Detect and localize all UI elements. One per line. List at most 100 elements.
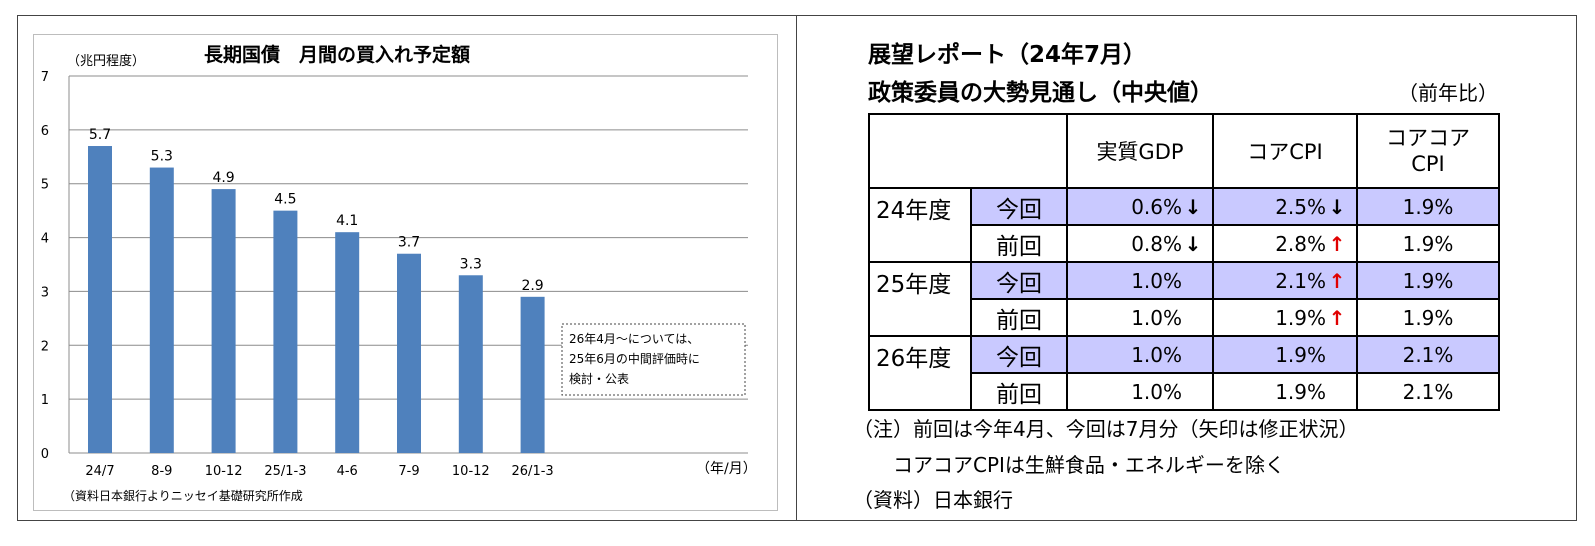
value-text: 1.0% <box>1131 342 1182 367</box>
y-tick-0: 0 <box>41 447 49 462</box>
header-gdp: 実質GDP <box>1066 113 1214 189</box>
data-label-10-12: 4.9 <box>212 170 234 186</box>
annotation-line-2: 25年6月の中間評価時に <box>569 351 700 366</box>
x-tick-4-6: 4-6 <box>337 464 358 479</box>
data-label-25/1-3: 4.5 <box>274 192 296 208</box>
value-text: 2.8% <box>1275 231 1326 256</box>
unit-label: （前年比） <box>1398 81 1498 105</box>
data-label-8-9: 5.3 <box>151 149 173 165</box>
core-cpi-cell: 2.5% ↓ <box>1212 187 1358 226</box>
arrow-up-icon: ↑ <box>1328 231 1346 256</box>
arrow-down-icon: ↓ <box>1184 194 1202 219</box>
core-cpi-cell: 2.1% ↑ <box>1212 261 1358 300</box>
table-row: 前回 1.0% 1.9% ↑ 1.9% <box>869 298 1500 337</box>
arrow-down-icon: ↓ <box>1184 231 1202 256</box>
table-header-row: 実質GDP コアCPI コアコア CPI <box>868 113 1500 189</box>
data-labels: 5.7 5.3 4.9 4.5 4.1 3.7 3.3 2.9 <box>89 127 544 294</box>
value-text: 2.1% <box>1275 268 1326 293</box>
value-text: 2.5% <box>1275 194 1326 219</box>
outer-frame <box>17 15 1577 521</box>
core-cpi-cell: 1.9% <box>1212 372 1358 411</box>
gdp-cell: 0.8% ↓ <box>1066 224 1214 263</box>
arrow-up-icon: ↑ <box>1328 305 1346 330</box>
bar-8-9 <box>149 167 174 454</box>
gdp-cell: 1.0% <box>1066 298 1214 337</box>
value-text: 0.8% <box>1131 231 1182 256</box>
gdp-cell: 0.6% ↓ <box>1066 187 1214 226</box>
forecast-round-cell: 今回 <box>970 335 1068 374</box>
core-core-cpi-cell: 1.9% <box>1356 261 1500 300</box>
table-row: 前回 0.8% ↓ 2.8% ↑ 1.9% <box>869 224 1500 263</box>
core-cpi-cell: 1.9% <box>1212 335 1358 374</box>
bars <box>88 146 545 454</box>
forecast-round-cell: 前回 <box>970 372 1068 411</box>
value-text: 1.9% <box>1275 379 1326 404</box>
bar-24/7 <box>88 146 112 453</box>
header-blank <box>868 113 1068 189</box>
x-tick-labels: 24/7 8-9 10-12 25/1-3 4-6 7-9 10-12 26/1-3 <box>85 464 553 479</box>
annotation-line-3: 検討・公表 <box>569 371 629 386</box>
core-cpi-cell: 2.8% ↑ <box>1212 224 1358 263</box>
bar-10-12 <box>458 275 483 453</box>
data-label-4-6: 4.1 <box>336 213 358 229</box>
bar-chart: 0 1 2 3 4 5 6 7 24/7 8-9 10-12 25/1-3 4-6 7-9 10-12 26… <box>41 43 757 503</box>
outlook-title-text: 政策委員の大勢見通し（中央値） <box>868 80 1213 106</box>
x-tick-26/1-3: 26/1-3 <box>512 464 554 479</box>
y-tick-1: 1 <box>41 393 49 408</box>
core-core-cpi-cell: 1.9% <box>1356 298 1500 337</box>
annotation-box <box>561 323 746 396</box>
core-core-cpi-cell: 2.1% <box>1356 335 1500 374</box>
bar-4-6 <box>335 232 360 453</box>
data-label-26/1-3: 2.9 <box>521 278 543 294</box>
forecast-round-cell: 前回 <box>970 298 1068 337</box>
core-cpi-cell: 1.9% ↑ <box>1212 298 1358 337</box>
y-tick-4: 4 <box>41 232 49 247</box>
gdp-cell: 1.0% <box>1066 372 1214 411</box>
gdp-cell: 1.0% <box>1066 261 1214 300</box>
table-row: 前回 1.0% 1.9% 2.1% <box>869 372 1500 411</box>
forecast-round-cell: 今回 <box>970 261 1068 300</box>
y-tick-6: 6 <box>41 124 49 139</box>
arrow-up-icon: ↑ <box>1328 268 1346 293</box>
annotation-line-1: 26年4月～については、 <box>569 332 699 346</box>
year-cell: 24年度 <box>868 187 972 263</box>
y-unit-label: （兆円程度） <box>67 53 145 69</box>
year-cell: 26年度 <box>868 335 972 411</box>
header-core-cpi: コアCPI <box>1212 113 1358 189</box>
forecast-round-cell: 前回 <box>970 224 1068 263</box>
data-label-10-12: 3.3 <box>460 256 482 272</box>
y-tick-5: 5 <box>41 178 49 193</box>
x-tick-10-12: 10-12 <box>452 464 490 479</box>
table-row: 26年度 今回 1.0% 1.9% 2.1% <box>868 335 1500 411</box>
x-unit-label: （年/月） <box>696 461 757 477</box>
chart-title: 長期国債 月間の買入れ予定額 <box>204 43 470 66</box>
value-text: 1.9% <box>1275 342 1326 367</box>
data-label-24/7: 5.7 <box>89 127 111 143</box>
y-tick-2: 2 <box>41 339 49 354</box>
source-note: （資料日本銀行よりニッセイ基礎研究所作成 <box>63 488 303 503</box>
bar-26/1-3 <box>520 296 545 453</box>
table-row: 24年度 今回 0.6% ↓ 2.5% ↓ 1.9% <box>868 187 1500 263</box>
bar-7-9 <box>397 253 421 453</box>
note-line-1: （注）前回は今年4月、今回は7月分（矢印は修正状況） <box>853 417 1359 441</box>
core-core-cpi-cell: 1.9% <box>1356 224 1500 263</box>
data-label-7-9: 3.7 <box>398 235 420 251</box>
core-core-cpi-cell: 1.9% <box>1356 187 1500 226</box>
outlook-table: 実質GDP コアCPI コアコア CPI 24年度 今回 0.6% ↓ 2.5% ↓ 1.9… <box>868 113 1500 411</box>
y-tick-7: 7 <box>41 70 49 85</box>
table-row: 25年度 今回 1.0% 2.1% ↑ 1.9% <box>868 261 1500 337</box>
outlook-title-line-2: 政策委員の大勢見通し（中央値） （前年比） <box>868 74 1528 112</box>
header-core-core-cpi: コアコア CPI <box>1356 113 1500 189</box>
gdp-cell: 1.0% <box>1066 335 1214 374</box>
year-cell: 25年度 <box>868 261 972 337</box>
bar-10-12 <box>211 189 236 453</box>
value-text: 0.6% <box>1131 194 1182 219</box>
value-text: 1.9% <box>1275 305 1326 330</box>
y-tick-3: 3 <box>41 285 49 300</box>
value-text: 1.0% <box>1131 305 1182 330</box>
x-tick-24/7: 24/7 <box>85 464 114 479</box>
outlook-panel: 展望レポート（24年7月） 政策委員の大勢見通し（中央値） （前年比） <box>868 36 1528 112</box>
x-tick-10-12: 10-12 <box>205 464 243 479</box>
x-tick-7-9: 7-9 <box>398 464 419 479</box>
x-tick-25/1-3: 25/1-3 <box>264 464 306 479</box>
